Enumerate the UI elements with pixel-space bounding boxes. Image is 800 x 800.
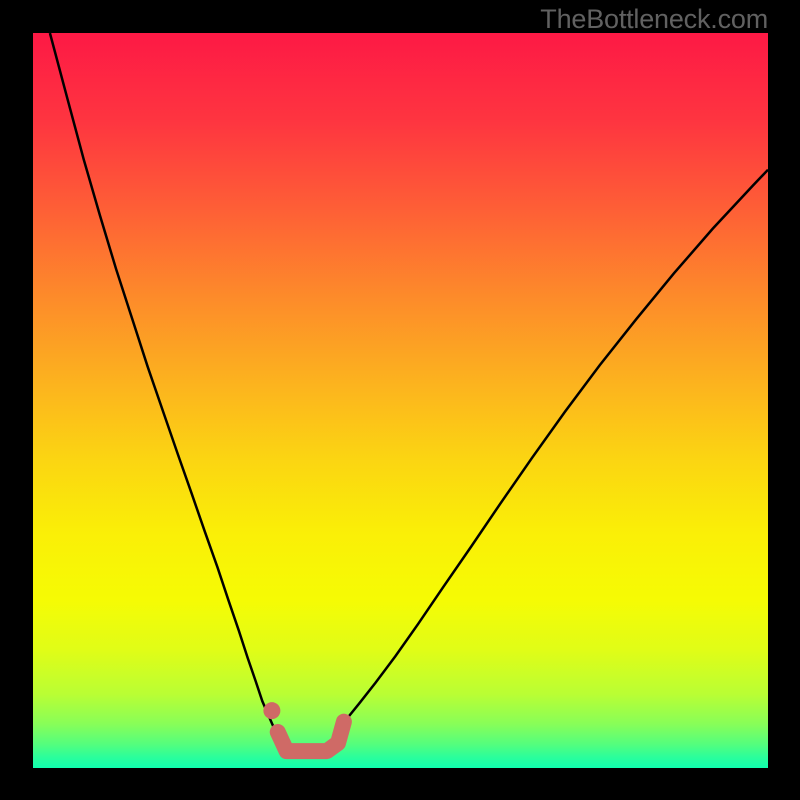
optimal-zone-dot [263, 702, 280, 719]
gradient-background [33, 33, 768, 768]
watermark-text: TheBottleneck.com [540, 4, 768, 35]
bottleneck-curve-plot [33, 33, 768, 768]
chart-root: TheBottleneck.com [0, 0, 800, 800]
